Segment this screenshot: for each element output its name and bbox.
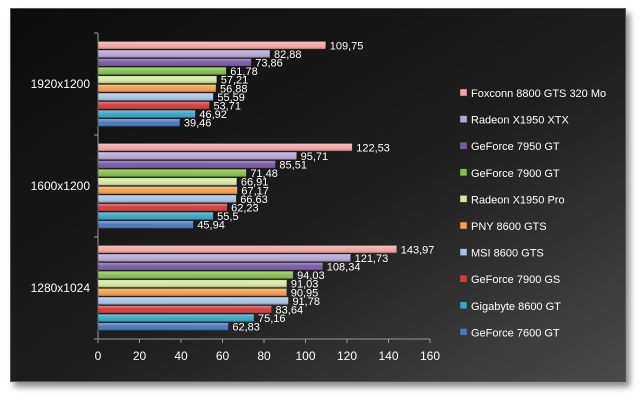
data-label: 94,03 bbox=[297, 270, 325, 282]
bar-shine bbox=[98, 262, 323, 271]
bar-shine bbox=[98, 50, 270, 58]
data-label: 53,71 bbox=[213, 101, 241, 113]
legend-swatch bbox=[459, 88, 468, 97]
y-tick-label: 1920x1200 bbox=[31, 77, 91, 91]
bar-shine bbox=[98, 271, 294, 279]
x-tick-label: 160 bbox=[420, 349, 440, 363]
legend-label: GeForce 7950 GT bbox=[471, 141, 560, 153]
bar-shine bbox=[98, 254, 351, 262]
legend-label: GeForce 7600 GT bbox=[471, 327, 560, 339]
data-label: 66,91 bbox=[241, 177, 269, 189]
y-tick-label: 1600x1200 bbox=[31, 179, 91, 193]
bar-shine bbox=[98, 314, 254, 322]
x-tick-label: 0 bbox=[95, 349, 102, 363]
data-label: 122,53 bbox=[356, 142, 390, 154]
data-label: 90,95 bbox=[291, 287, 319, 299]
legend-swatch bbox=[459, 195, 468, 203]
bar-shine bbox=[98, 288, 287, 297]
data-label: 75,16 bbox=[258, 313, 286, 325]
x-tick-label: 40 bbox=[174, 349, 188, 363]
bar-shine bbox=[98, 177, 237, 186]
legend-swatch bbox=[459, 141, 468, 150]
bar-shine bbox=[98, 118, 180, 127]
data-label: 57,21 bbox=[221, 75, 249, 87]
data-label: 82,88 bbox=[274, 49, 302, 61]
bar-shine bbox=[98, 169, 247, 177]
data-label: 66,63 bbox=[240, 194, 268, 206]
x-tick-label: 60 bbox=[216, 349, 230, 363]
legend-label: GeForce 7900 GS bbox=[471, 274, 560, 286]
bar-shine bbox=[98, 75, 217, 84]
data-label: 71,48 bbox=[250, 168, 278, 180]
legend: Foxconn 8800 GTS 320 Mo Radeon X1950 XTX G… bbox=[459, 88, 606, 339]
legend-swatch bbox=[459, 301, 468, 310]
legend-swatch bbox=[459, 115, 468, 123]
data-label: 45,94 bbox=[197, 220, 225, 232]
data-label: 55,5 bbox=[217, 211, 238, 223]
bar-chart: 0 20 40 60 80 100 120 140 160 1920x1200 1600x1200 1… bbox=[11, 9, 625, 381]
legend-label: Radeon X1950 Pro bbox=[471, 194, 565, 206]
bar-shine bbox=[98, 186, 238, 195]
chart-frame: 0 20 40 60 80 100 120 140 160 1920x1200 1600x1200 1… bbox=[10, 8, 626, 382]
bar-shine bbox=[98, 58, 252, 67]
bar-shine bbox=[98, 67, 227, 75]
legend-label: PNY 8600 GTS bbox=[471, 221, 547, 233]
bar-shine bbox=[98, 110, 196, 118]
bar-shine bbox=[98, 220, 194, 229]
bar-shine bbox=[98, 279, 287, 288]
data-label: 83,64 bbox=[276, 305, 304, 317]
data-label: 62,23 bbox=[231, 203, 259, 215]
bar-shine bbox=[98, 93, 214, 101]
data-label: 91,78 bbox=[292, 296, 320, 308]
bar-shine bbox=[98, 203, 228, 212]
data-label: 73,86 bbox=[255, 58, 283, 70]
data-label: 62,83 bbox=[232, 322, 260, 334]
bar-shine bbox=[98, 297, 289, 305]
bar-shine bbox=[98, 212, 214, 220]
x-tick-label: 100 bbox=[295, 349, 315, 363]
axes: 0 20 40 60 80 100 120 140 160 1920x1200 1600x1200 1… bbox=[31, 32, 440, 363]
legend-label: GeForce 7900 GT bbox=[471, 168, 560, 180]
bar-shine bbox=[98, 245, 397, 254]
legend-swatch bbox=[459, 221, 468, 230]
x-tick-label: 140 bbox=[378, 349, 398, 363]
y-tick-label: 1280x1024 bbox=[31, 281, 91, 295]
data-label: 46,92 bbox=[199, 109, 227, 121]
data-label: 85,51 bbox=[279, 160, 307, 172]
data-labels: 109,75 82,8873,8661,7857,2156,8855,5953,7… bbox=[184, 40, 435, 333]
data-label: 108,34 bbox=[327, 262, 361, 274]
data-label: 109,75 bbox=[330, 40, 364, 52]
data-label: 39,46 bbox=[184, 118, 212, 130]
legend-swatch bbox=[459, 274, 468, 283]
bar-shine bbox=[98, 160, 276, 169]
bar-shine bbox=[98, 41, 326, 50]
bars bbox=[97, 41, 397, 331]
x-tick-label: 80 bbox=[257, 349, 271, 363]
legend-swatch bbox=[459, 328, 468, 336]
data-label: 67,17 bbox=[241, 185, 269, 197]
data-label: 61,78 bbox=[230, 66, 258, 78]
data-label: 56,88 bbox=[220, 83, 248, 95]
bar-shine bbox=[98, 101, 210, 110]
bar-shine bbox=[98, 305, 272, 314]
data-label: 91,03 bbox=[291, 279, 319, 291]
bar-shine bbox=[98, 143, 353, 152]
data-label: 95,71 bbox=[301, 151, 329, 163]
data-label: 143,97 bbox=[401, 244, 435, 256]
data-label: 55,59 bbox=[217, 92, 245, 104]
bar-shine bbox=[98, 84, 217, 93]
bar-shine bbox=[98, 195, 237, 203]
legend-label: MSI 8600 GTS bbox=[471, 248, 544, 260]
bar-shine bbox=[98, 322, 229, 331]
legend-swatch bbox=[459, 168, 468, 177]
legend-label: Gigabyte 8600 GT bbox=[471, 301, 561, 313]
legend-label: Foxconn 8800 GTS 320 Mo bbox=[471, 88, 606, 100]
data-label: 121,73 bbox=[355, 253, 389, 265]
legend-label: Radeon X1950 XTX bbox=[471, 115, 570, 127]
bar-shine bbox=[98, 152, 297, 160]
x-tick-label: 20 bbox=[133, 349, 147, 363]
legend-swatch bbox=[459, 248, 468, 256]
x-tick-label: 120 bbox=[337, 349, 357, 363]
